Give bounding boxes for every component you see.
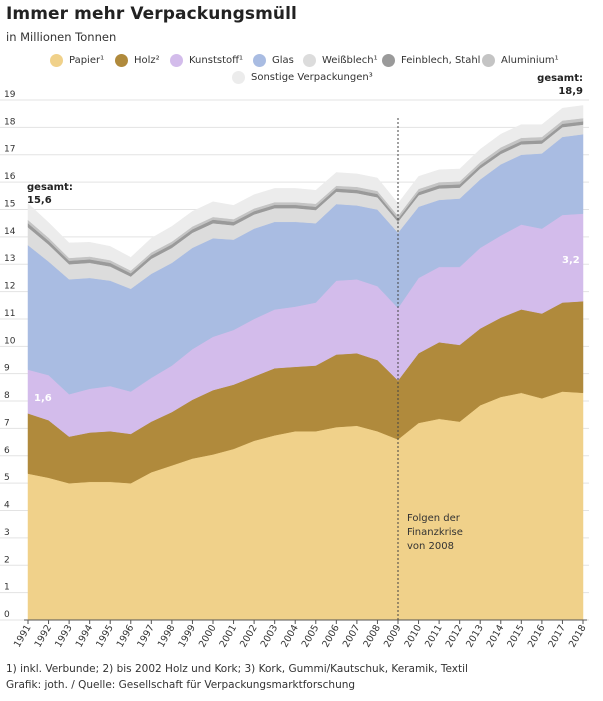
value-annotations: gesamt: 15,6 gesamt: 18,9 1,6 3,2 [27,73,583,404]
circle-swatch-icon [50,54,63,67]
y-tick-label: 9 [4,364,10,374]
legend-item-kunststoff: Kunststoff¹ [170,54,243,67]
y-tick-label: 8 [4,391,10,401]
x-tick-label: 1995 [94,623,116,649]
y-tick-label: 14 [4,227,16,237]
x-tick-label: 1998 [156,623,178,649]
circle-swatch-icon [232,71,245,84]
y-tick-label: 3 [4,528,10,538]
y-tick-label: 4 [4,501,10,511]
x-tick-label: 2001 [218,623,240,649]
y-tick-label: 1 [4,583,10,593]
crisis-annotation-line2: Finanzkrise [407,527,463,538]
y-tick-label: 15 [4,199,15,209]
x-tick-label: 2002 [238,623,260,649]
x-tick-label: 1997 [135,623,157,649]
x-tick-label: 1994 [74,623,96,649]
legend-label: Holz² [134,55,160,66]
crisis-marker: Folgen der Finanzkrise von 2008 [397,118,463,620]
crisis-annotation-line1: Folgen der [407,513,461,524]
x-tick-label: 2018 [567,623,589,649]
x-tick-label: 2010 [403,623,425,649]
legend-label: Papier¹ [69,55,105,66]
legend-item-holz: Holz² [115,54,160,67]
x-tick-label: 2003 [259,623,281,649]
x-tick-label: 1991 [12,623,34,649]
x-tick-label: 2012 [444,623,466,649]
plastic-start-label: 1,6 [34,393,52,404]
legend-label: Aluminium¹ [501,55,559,66]
circle-swatch-icon [482,54,495,67]
total-end-value: 18,9 [558,86,583,97]
circle-swatch-icon [303,54,316,67]
circle-swatch-icon [382,54,395,67]
x-tick-label: 2006 [320,623,342,649]
x-tick-label: 2007 [341,623,363,649]
legend-label: Feinblech, Stahl [401,55,481,66]
x-tick-label: 1992 [33,623,55,649]
x-tick-label: 2008 [361,623,383,649]
total-end-label: gesamt: [537,73,583,84]
legend-item-weissblech: Weißblech¹ [303,54,378,67]
x-tick-label: 2004 [279,623,301,649]
y-tick-label: 6 [4,446,10,456]
x-tick-label: 2016 [526,623,548,649]
source-credit: Grafik: joth. / Quelle: Gesellschaft für… [6,679,356,691]
area-series [27,105,584,271]
legend-item-sonstige: Sonstige Verpackungen³ [232,71,373,84]
y-tick-label: 11 [4,309,15,319]
legend-item-glas: Glas [253,54,294,67]
y-tick-label: 19 [4,90,16,100]
footnote: 1) inkl. Verbunde; 2) bis 2002 Holz und … [6,663,468,675]
chart-subtitle: in Millionen Tonnen [6,30,117,44]
legend-label: Weißblech¹ [322,55,378,66]
x-tick-label: 2005 [300,623,322,649]
y-tick-label: 16 [4,172,16,182]
x-tick-label: 2000 [197,623,219,649]
legend-item-feinblech: Feinblech, Stahl [382,54,480,67]
legend-label: Kunststoff¹ [189,55,244,66]
total-start-value: 15,6 [27,195,52,206]
crisis-annotation-line3: von 2008 [407,541,454,552]
x-tick-label: 2014 [485,623,507,649]
x-tick-label: 2013 [464,623,486,649]
legend-label: Glas [272,55,294,66]
y-tick-label: 5 [4,473,10,483]
x-tick-label: 2009 [382,623,404,649]
circle-swatch-icon [115,54,128,67]
circle-swatch-icon [170,54,183,67]
x-tick-label: 1996 [115,623,137,649]
legend-item-aluminium: Aluminium¹ [482,54,559,67]
areas [27,105,584,621]
x-tick-label: 2017 [546,623,568,649]
y-tick-label: 12 [4,282,15,292]
y-tick-label: 2 [4,555,10,565]
chart-title: Immer mehr Verpackungsmüll [6,4,297,24]
plastic-end-label: 3,2 [562,255,580,266]
y-tick-label: 18 [4,117,16,127]
x-tick-label: 2011 [423,623,445,649]
legend-item-papier: Papier¹ [50,54,104,67]
x-tick-label: 1999 [176,623,198,649]
y-tick-label: 0 [4,610,10,620]
legend-label: Sonstige Verpackungen³ [251,72,373,83]
y-tick-label: 17 [4,145,15,155]
y-tick-label: 10 [4,336,16,346]
x-tick-label: 1993 [53,623,75,649]
x-tick-label: 2015 [505,623,527,649]
y-tick-label: 7 [4,418,10,428]
y-tick-label: 13 [4,254,15,264]
total-start-label: gesamt: [27,182,73,193]
circle-swatch-icon [253,54,266,67]
